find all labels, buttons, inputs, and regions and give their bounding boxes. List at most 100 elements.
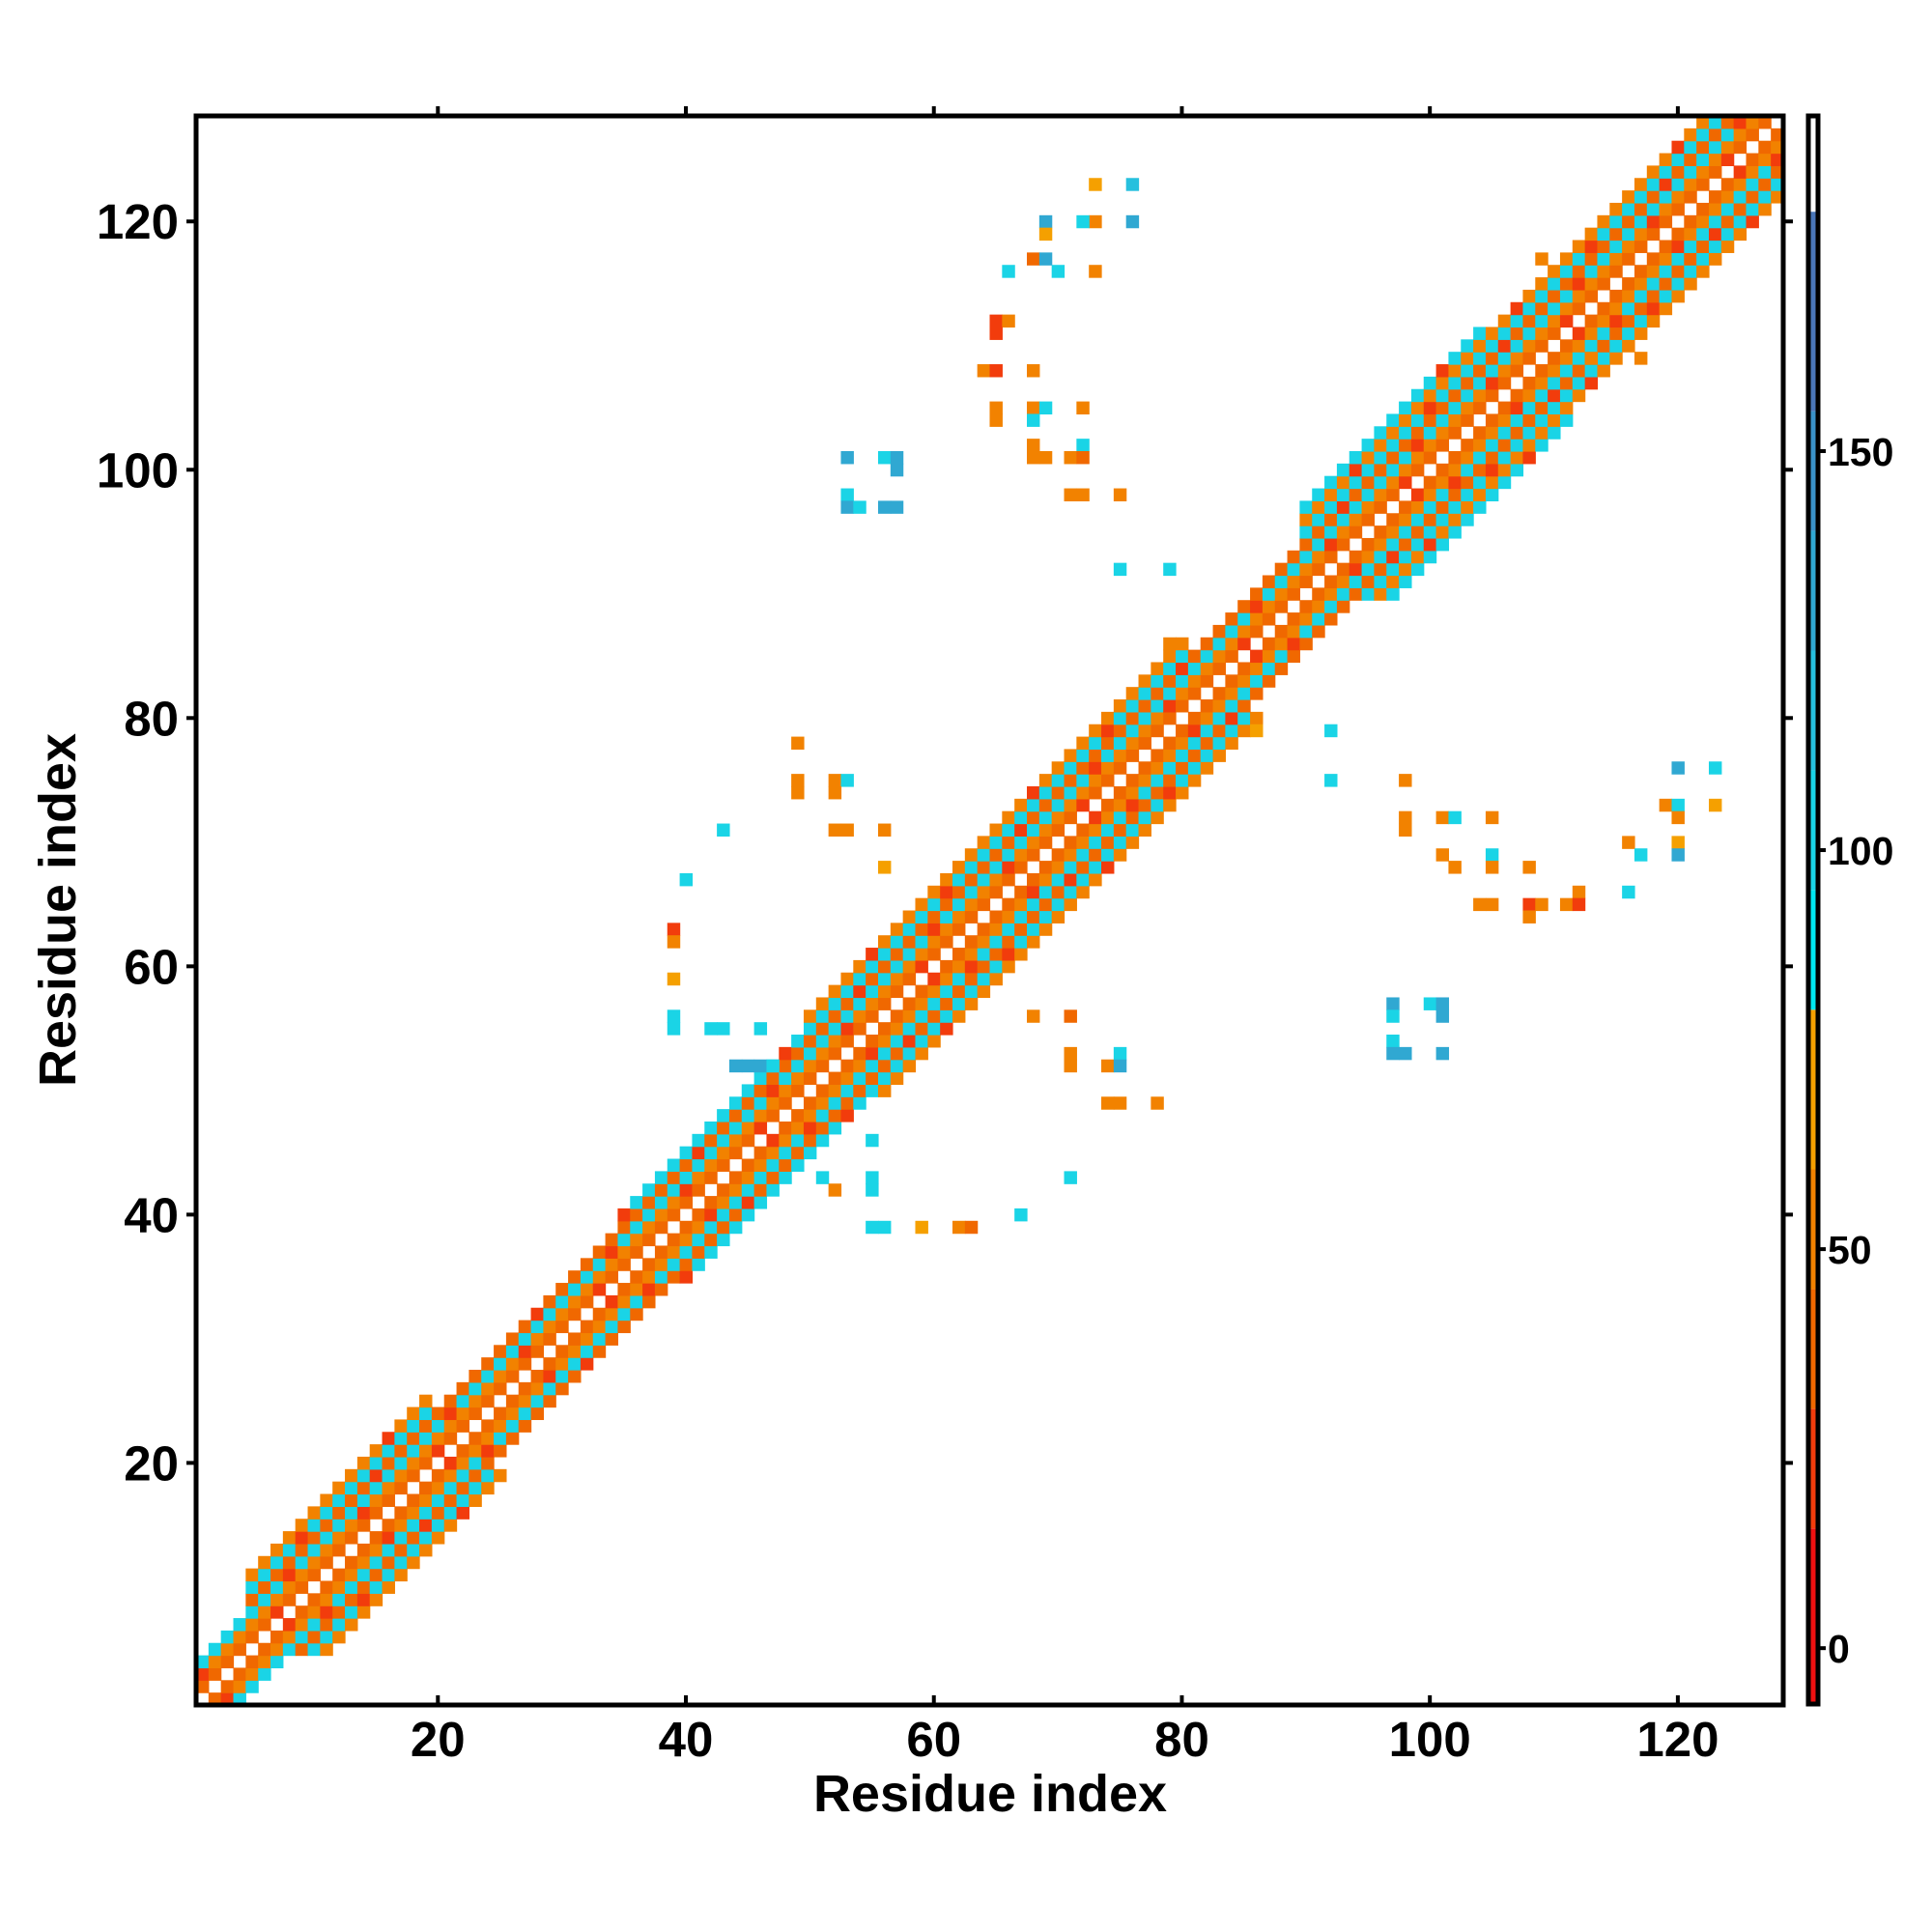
- heatmap-cell: [1151, 724, 1164, 738]
- heatmap-cell: [1287, 624, 1300, 639]
- heatmap-cell: [1176, 724, 1189, 738]
- colorbar-segment: [1808, 212, 1818, 412]
- heatmap-cell: [1758, 116, 1772, 129]
- heatmap-cell: [766, 1084, 780, 1097]
- heatmap-cell: [654, 1258, 668, 1271]
- heatmap-cell: [369, 1456, 384, 1470]
- heatmap-cell: [356, 1580, 371, 1594]
- heatmap-cell: [815, 1035, 830, 1048]
- heatmap-cell: [1176, 687, 1189, 700]
- heatmap-cell: [258, 1618, 271, 1632]
- heatmap-cell: [1027, 785, 1040, 800]
- heatmap-cell: [394, 1468, 408, 1483]
- heatmap-cell: [1386, 426, 1400, 440]
- heatmap-cell: [382, 1493, 395, 1507]
- heatmap-cell: [1113, 1096, 1127, 1110]
- heatmap-cell: [1559, 401, 1574, 415]
- heatmap-cell: [679, 1183, 694, 1197]
- heatmap-cell: [989, 910, 1003, 923]
- heatmap-cell: [1435, 401, 1450, 415]
- heatmap-cell: [1609, 252, 1623, 266]
- heatmap-cell: [617, 1307, 631, 1321]
- colorbar-tick-label: 150: [1828, 430, 1893, 474]
- heatmap-cell: [679, 1158, 694, 1172]
- heatmap-cell: [382, 1444, 395, 1458]
- heatmap-cell: [952, 997, 966, 1010]
- heatmap-cell: [419, 1531, 433, 1545]
- heatmap-cell: [1299, 526, 1313, 539]
- heatmap-cell: [1659, 214, 1673, 229]
- heatmap-cell: [1027, 923, 1040, 936]
- heatmap-cell: [1125, 774, 1140, 787]
- heatmap-cell: [1535, 897, 1548, 912]
- heatmap-cell: [1051, 910, 1065, 923]
- heatmap-cell: [1684, 252, 1697, 266]
- heatmap-cell: [307, 1630, 321, 1644]
- heatmap-cell: [815, 1084, 830, 1097]
- heatmap-cell: [1548, 401, 1561, 415]
- heatmap-cell: [270, 1568, 284, 1582]
- heatmap-cell: [692, 1245, 705, 1259]
- heatmap-cell: [245, 1580, 259, 1594]
- heatmap-cell: [407, 1555, 420, 1570]
- heatmap-cell: [295, 1630, 309, 1644]
- heatmap-cell: [654, 1270, 668, 1284]
- heatmap-cell: [382, 1468, 395, 1483]
- heatmap-cell: [568, 1357, 582, 1371]
- heatmap-cell: [1163, 649, 1177, 664]
- heatmap-cell: [1609, 265, 1623, 278]
- heatmap-cell: [1584, 265, 1599, 278]
- heatmap-cell: [866, 1133, 879, 1148]
- heatmap-cell: [667, 1196, 681, 1209]
- heatmap-cell: [518, 1332, 532, 1346]
- heatmap-cell: [1733, 227, 1747, 242]
- heatmap-cell: [1138, 761, 1151, 775]
- heatmap-cell: [1461, 463, 1474, 477]
- heatmap-cell: [382, 1543, 395, 1557]
- heatmap-cell: [1423, 475, 1437, 490]
- heatmap-cell: [890, 1022, 904, 1036]
- x-tick-label: 100: [1389, 1712, 1471, 1767]
- heatmap-cell: [505, 1432, 520, 1445]
- heatmap-cell: [1485, 376, 1499, 390]
- heatmap-cell: [1720, 140, 1735, 155]
- heatmap-cell: [1497, 463, 1512, 477]
- heatmap-cell: [791, 1121, 805, 1135]
- heatmap-cell: [753, 1158, 768, 1172]
- heatmap-cell: [1386, 1046, 1400, 1061]
- heatmap-cell: [407, 1506, 420, 1520]
- heatmap-cell: [1572, 277, 1586, 291]
- heatmap-cell: [1497, 376, 1512, 390]
- heatmap-cell: [890, 500, 904, 514]
- heatmap-cell: [1027, 252, 1040, 266]
- heatmap-cell: [828, 997, 842, 1010]
- heatmap-cell: [1597, 314, 1610, 328]
- heatmap-cell: [1076, 823, 1090, 837]
- heatmap-cell: [1559, 277, 1574, 291]
- heatmap-cell: [1497, 450, 1512, 465]
- heatmap-cell: [1485, 364, 1499, 378]
- heatmap-cell: [853, 997, 867, 1010]
- heatmap-cell: [1386, 413, 1400, 427]
- heatmap-cell: [1597, 214, 1610, 229]
- heatmap-cell: [890, 1046, 904, 1061]
- heatmap-cell: [1212, 637, 1226, 651]
- heatmap-cell: [1461, 513, 1474, 526]
- heatmap-cell: [345, 1580, 358, 1594]
- heatmap-cell: [1101, 1059, 1115, 1073]
- heatmap-cell: [1497, 401, 1512, 415]
- heatmap-cell: [1386, 562, 1400, 577]
- heatmap-cell: [902, 935, 917, 949]
- heatmap-cell: [592, 1258, 607, 1271]
- heatmap-cell: [1274, 662, 1289, 675]
- heatmap-cell: [717, 1208, 730, 1222]
- heatmap-cell: [1076, 836, 1090, 849]
- heatmap-cell: [494, 1370, 507, 1383]
- heatmap-cell: [927, 897, 941, 912]
- heatmap-cell: [1250, 674, 1264, 688]
- heatmap-cell: [927, 997, 941, 1010]
- heatmap-cell: [915, 959, 928, 974]
- heatmap-cell: [1448, 810, 1462, 825]
- heatmap-cell: [1051, 798, 1065, 812]
- heatmap-cell: [469, 1406, 482, 1421]
